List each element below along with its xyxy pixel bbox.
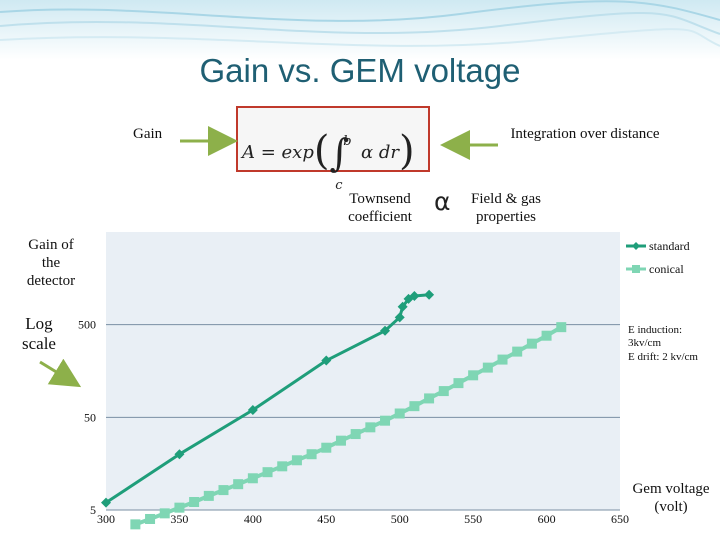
data-point-conical (350, 429, 361, 440)
y-tick-label: 50 (84, 410, 96, 424)
data-point-conical (174, 502, 185, 513)
data-point-conical (306, 449, 317, 460)
plot-area (106, 232, 620, 510)
townsend-label: Townsend coefficient (348, 191, 412, 225)
formula-integrand: α dr (361, 142, 400, 163)
page-title: Gain vs. GEM voltage (199, 52, 521, 89)
x-tick-label: 350 (170, 512, 188, 526)
data-point-conical (468, 370, 479, 381)
data-point-conical (409, 401, 420, 412)
y-tick-label: 500 (78, 318, 96, 332)
data-point-conical (291, 455, 302, 466)
x-tick-label: 300 (97, 512, 115, 526)
data-point-conical (438, 386, 449, 397)
e-drift-note: E drift: 2 kv/cm (628, 351, 698, 363)
data-point-conical (482, 362, 493, 373)
legend-label-standard: standard (649, 239, 690, 253)
x-axis-label: Gem voltage (volt) (632, 481, 710, 515)
data-point-conical (453, 378, 464, 389)
data-point-standard (397, 301, 408, 312)
legend-marker-standard (632, 242, 640, 250)
data-point-conical (512, 346, 523, 357)
x-tick-label: 550 (464, 512, 482, 526)
gain-label: Gain (133, 126, 163, 142)
x-tick-label: 650 (611, 512, 629, 526)
data-point-standard (101, 497, 111, 508)
data-point-conical (497, 354, 508, 365)
data-point-conical (335, 435, 346, 446)
data-point-standard (321, 355, 332, 366)
arrow-log-scale (39, 358, 82, 388)
x-tick-label: 450 (317, 512, 335, 526)
data-point-conical (130, 519, 141, 530)
data-point-standard (424, 289, 435, 300)
data-point-conical (247, 473, 258, 484)
series-line-conical (134, 325, 563, 527)
data-point-standard (380, 325, 391, 336)
data-point-standard (394, 312, 405, 323)
data-point-conical (556, 322, 567, 333)
integration-label: Integration over distance (510, 126, 660, 142)
gain-detector-label: Gain of the detector (26, 237, 76, 289)
data-point-conical (541, 330, 552, 341)
formula-lower-limit: c (335, 178, 343, 193)
data-point-conical (159, 508, 170, 519)
data-point-conical (277, 461, 288, 472)
e-induction-note: E induction: 3kv/cm (628, 324, 683, 349)
header-banner (0, 0, 720, 60)
data-point-standard (247, 404, 258, 415)
data-point-conical (145, 513, 156, 524)
legend-marker-conical (632, 265, 640, 273)
data-point-standard (174, 449, 185, 460)
legend-label-conical: conical (649, 262, 684, 276)
data-point-conical (365, 422, 376, 433)
data-point-conical (262, 467, 273, 478)
alpha-symbol: α (434, 187, 451, 216)
x-tick-label: 600 (538, 512, 556, 526)
formula-lhs: A = exp (242, 142, 314, 163)
data-point-conical (424, 393, 435, 404)
data-point-conical (233, 479, 244, 490)
data-point-conical (321, 442, 332, 453)
formula-expression: A = exp(∫ b c α dr) (242, 128, 415, 193)
data-point-conical (380, 415, 391, 426)
data-point-conical (218, 485, 229, 496)
data-point-conical (189, 496, 200, 507)
data-point-standard (409, 290, 420, 301)
log-scale-label: Log scale (22, 314, 56, 353)
y-tick-label: 5 (90, 503, 96, 517)
data-point-conical (526, 338, 537, 349)
formula-upper-limit: b (343, 134, 352, 149)
data-point-conical (203, 490, 214, 501)
field-gas-label: Field & gas properties (471, 191, 541, 225)
data-point-conical (394, 408, 405, 419)
gain-formula: A = exp(∫ b c α dr) (236, 106, 430, 193)
x-tick-label: 400 (244, 512, 262, 526)
x-tick-label: 500 (391, 512, 409, 526)
